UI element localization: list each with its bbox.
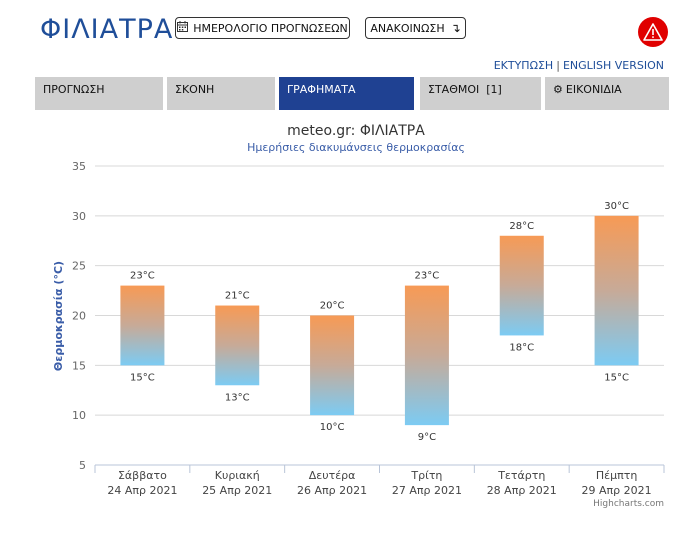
tab-label: ΓΡΑΦΗΜΑΤΑ xyxy=(287,83,356,96)
announcement-button[interactable]: ΑΝΑΚΟΙΝΩΣΗ ↴ xyxy=(365,17,466,39)
low-value-label: 18°C xyxy=(509,342,534,353)
chart-title: meteo.gr: ΦΙΛΙΑΤΡΑ xyxy=(287,123,425,139)
x-tick-label-day: Πέμπτη xyxy=(596,469,637,482)
x-tick-label-day: Τετάρτη xyxy=(497,469,545,482)
high-value-label: 23°C xyxy=(415,271,440,282)
temperature-range-bar xyxy=(499,235,544,336)
high-value-label: 21°C xyxy=(225,291,250,302)
arrow-down-icon: ↴ xyxy=(450,21,461,35)
x-tick-label-date: 28 Απρ 2021 xyxy=(487,484,557,497)
warning-alert-button[interactable] xyxy=(638,17,668,47)
y-tick-label: 30 xyxy=(72,210,86,223)
print-link[interactable]: ΕΚΤΥΠΩΣΗ xyxy=(493,59,554,72)
tab-forecast[interactable]: ΠΡΟΓΝΩΣΗ xyxy=(35,77,163,110)
tab-dust[interactable]: ΣΚΟΝΗ xyxy=(167,77,275,110)
calendar-icon xyxy=(177,21,189,35)
calendar-button[interactable]: ΗΜΕΡΟΛΟΓΙΟ ΠΡΟΓΝΩΣΕΩΝ xyxy=(175,17,350,39)
calendar-button-label: ΗΜΕΡΟΛΟΓΙΟ ΠΡΟΓΝΩΣΕΩΝ xyxy=(193,21,348,35)
y-tick-label: 20 xyxy=(72,310,86,323)
x-tick-label-day: Κυριακή xyxy=(215,469,260,482)
tab-stations[interactable]: ΣΤΑΘΜΟΙ [1] xyxy=(420,77,541,110)
x-tick-label-day: Δευτέρα xyxy=(309,469,356,482)
x-tick-label-date: 25 Απρ 2021 xyxy=(202,484,272,497)
y-tick-label: 25 xyxy=(72,260,86,273)
chart-credits: Highcharts.com xyxy=(593,499,664,509)
y-tick-label: 35 xyxy=(72,160,86,173)
x-tick-label-day: Τρίτη xyxy=(410,469,442,482)
announcement-button-label: ΑΝΑΚΟΙΝΩΣΗ xyxy=(370,21,445,35)
temperature-range-bar xyxy=(404,285,449,426)
tab-label: ΠΡΟΓΝΩΣΗ xyxy=(43,83,105,96)
warning-icon xyxy=(643,23,663,41)
tab-label: ΣΚΟΝΗ xyxy=(175,83,215,96)
tab-label: ΣΤΑΘΜΟΙ [1] xyxy=(428,83,502,96)
x-tick-label-date: 24 Απρ 2021 xyxy=(107,484,177,497)
y-axis-title: Θερμοκρασία (°C) xyxy=(52,261,65,371)
temperature-range-bar xyxy=(310,315,355,416)
low-value-label: 10°C xyxy=(320,422,345,433)
chart-subtitle: Ημερήσιες διακυμάνσεις θερμοκρασίας xyxy=(247,141,465,154)
link-separator: | xyxy=(556,59,560,72)
high-value-label: 20°C xyxy=(320,301,345,312)
x-tick-label-date: 26 Απρ 2021 xyxy=(297,484,367,497)
high-value-label: 23°C xyxy=(130,271,155,282)
low-value-label: 9°C xyxy=(418,432,436,443)
temperature-range-bar xyxy=(594,215,639,366)
y-tick-label: 10 xyxy=(72,409,86,422)
x-tick-label-date: 27 Απρ 2021 xyxy=(392,484,462,497)
header-links: ΕΚΤΥΠΩΣΗ | ENGLISH VERSION xyxy=(494,59,664,72)
low-value-label: 13°C xyxy=(225,392,250,403)
temperature-range-bar xyxy=(120,285,165,366)
low-value-label: 15°C xyxy=(604,372,629,383)
low-value-label: 15°C xyxy=(130,372,155,383)
high-value-label: 28°C xyxy=(509,221,534,232)
temperature-range-bar xyxy=(215,305,260,386)
y-tick-label: 5 xyxy=(79,459,86,472)
tab-label: ΕΙΚΟΝΙΔΙΑ xyxy=(565,83,622,96)
x-tick-label-day: Σάββατο xyxy=(118,469,167,482)
page-title: ΦΙΛΙΑΤΡΑ xyxy=(40,14,174,45)
y-tick-label: 15 xyxy=(72,359,86,372)
tab-widgets[interactable]: ⚙ ΕΙΚΟΝΙΔΙΑ xyxy=(545,77,669,110)
tab-charts[interactable]: ΓΡΑΦΗΜΑΤΑ xyxy=(279,77,414,110)
high-value-label: 30°C xyxy=(604,201,629,212)
english-version-link[interactable]: ENGLISH VERSION xyxy=(562,59,664,72)
x-tick-label-date: 29 Απρ 2021 xyxy=(582,484,652,497)
gear-icon: ⚙ xyxy=(553,83,563,96)
